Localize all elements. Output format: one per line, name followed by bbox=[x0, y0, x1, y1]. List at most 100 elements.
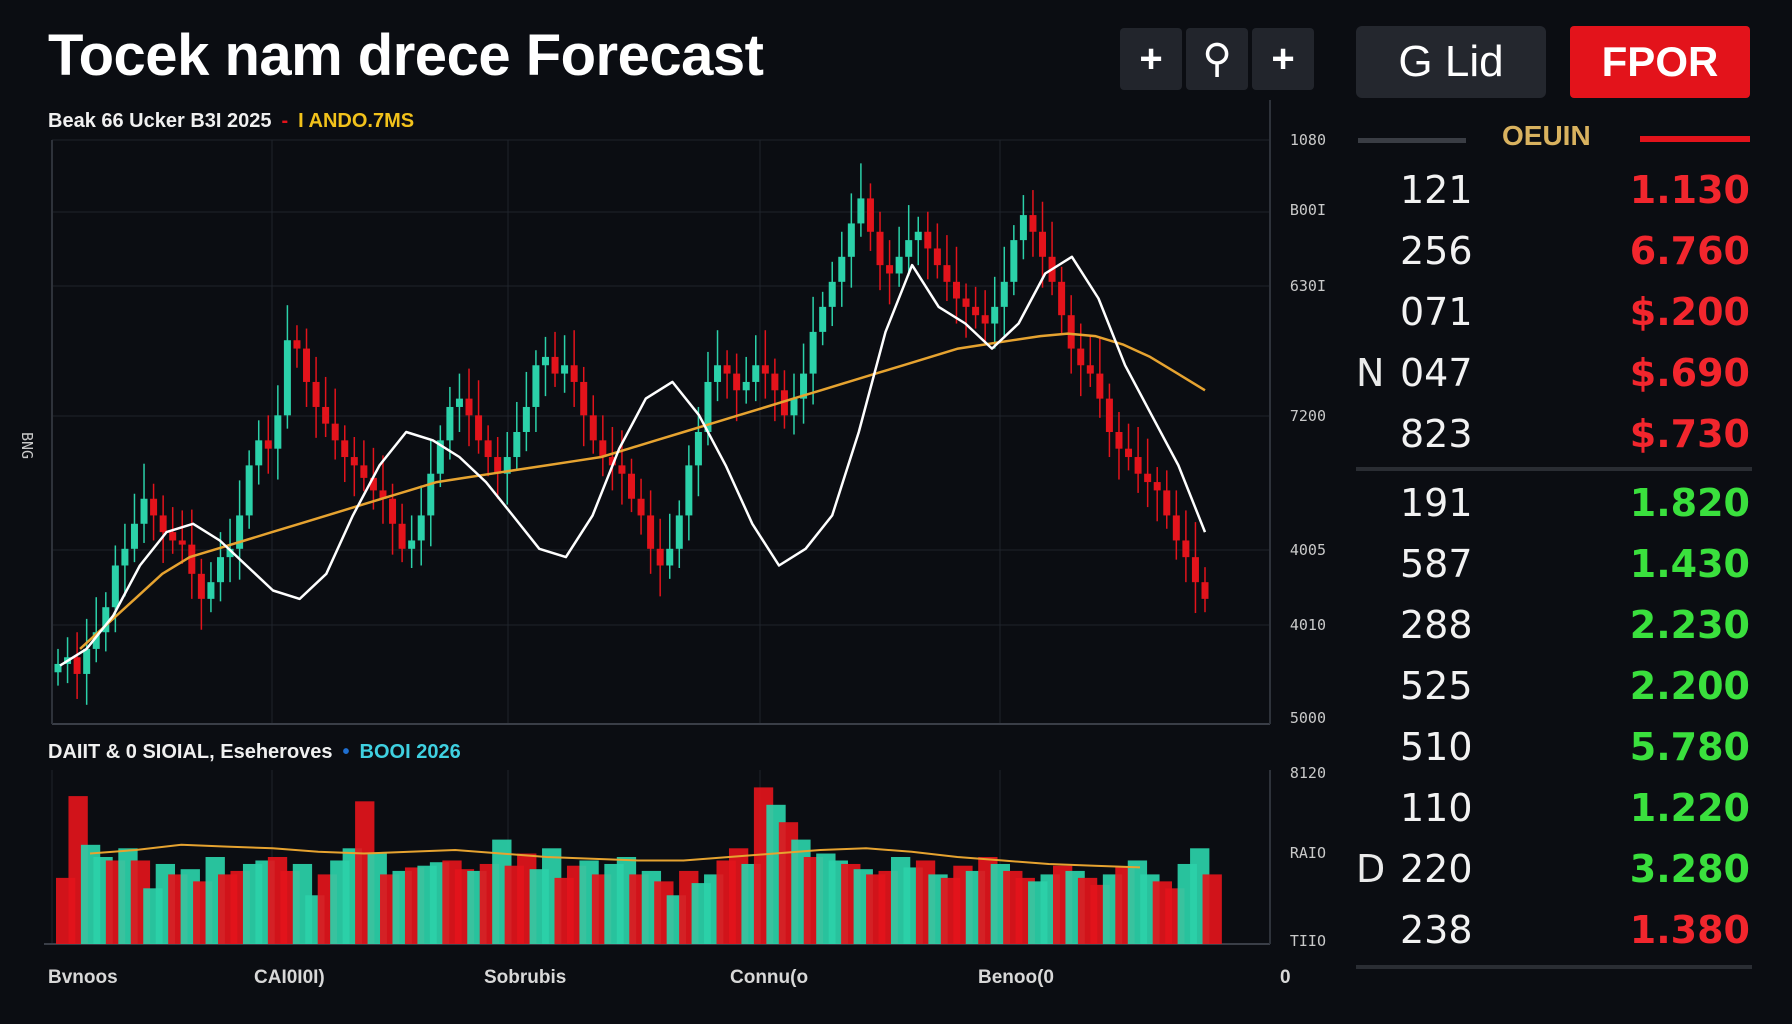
order-book-row-last[interactable]: 238 1.380 bbox=[1356, 900, 1752, 961]
candle-body bbox=[1058, 281, 1066, 316]
order-book-row-ask[interactable]: 256 6.760 bbox=[1356, 221, 1752, 282]
candle-body bbox=[111, 565, 119, 608]
candle-body bbox=[666, 548, 674, 566]
candle-body bbox=[130, 523, 138, 549]
chart-canvas: 1080 B00I 630I 7200 4005 4010 5000 BNG 8120 RAIO T… bbox=[18, 100, 1326, 988]
candle-body bbox=[494, 457, 502, 474]
candle-body bbox=[541, 356, 549, 366]
candle-body bbox=[866, 198, 874, 232]
candle-body bbox=[790, 398, 798, 416]
caption-dot: • bbox=[342, 741, 350, 763]
candle-body bbox=[809, 331, 817, 374]
candle-body bbox=[608, 457, 616, 466]
row-price: $.730 bbox=[1629, 412, 1750, 456]
candle-body bbox=[561, 365, 569, 374]
candle-body bbox=[159, 515, 167, 533]
y-tick-label: 1080 bbox=[1290, 131, 1326, 149]
ma-slow-line bbox=[79, 332, 1206, 650]
caption-dot: - bbox=[281, 110, 289, 132]
candle-body bbox=[570, 365, 578, 382]
candle-body bbox=[1201, 582, 1209, 599]
candle-body bbox=[83, 648, 91, 674]
pin-icon: ⚲ bbox=[1202, 37, 1232, 81]
candle-body bbox=[895, 256, 903, 274]
order-book-row-ask[interactable]: 071 $.200 bbox=[1356, 282, 1752, 343]
candle-body bbox=[169, 532, 177, 541]
order-book-label: OEUIN bbox=[1502, 120, 1591, 151]
order-book-row-ask[interactable]: 823 $.730 bbox=[1356, 404, 1752, 465]
order-book-row-ask[interactable]: 121 1.130 bbox=[1356, 160, 1752, 221]
candle-body bbox=[216, 557, 224, 583]
row-qty: 110 bbox=[1400, 786, 1473, 830]
row-qty: 220 bbox=[1400, 847, 1473, 891]
candle-body bbox=[704, 381, 712, 432]
candle-body bbox=[1039, 231, 1047, 257]
pin-button[interactable]: ⚲ bbox=[1186, 28, 1248, 90]
candle-body bbox=[752, 365, 760, 382]
candle-body bbox=[408, 540, 416, 549]
row-qty: 121 bbox=[1400, 168, 1473, 212]
row-qty: 238 bbox=[1400, 908, 1473, 952]
order-book-row-bid[interactable]: 288 2.230 bbox=[1356, 595, 1752, 656]
candle-body bbox=[293, 340, 301, 349]
order-book-row-bid[interactable]: 510 5.780 bbox=[1356, 717, 1752, 778]
candle-body bbox=[274, 415, 282, 449]
candle-body bbox=[503, 457, 511, 474]
add-icon: + bbox=[1139, 36, 1163, 81]
forecast-button[interactable]: FPOR bbox=[1570, 26, 1750, 98]
order-book-row-bid[interactable]: 587 1.430 bbox=[1356, 534, 1752, 595]
candle-body bbox=[876, 231, 884, 266]
candle-body bbox=[1029, 215, 1037, 232]
candle-body bbox=[1077, 348, 1085, 366]
candle-body bbox=[800, 373, 808, 399]
volume-caption-text: DAIIT & 0 SIOIAL, Eseheroves bbox=[48, 741, 333, 763]
candle-body bbox=[1000, 281, 1008, 307]
candle-body bbox=[389, 498, 397, 524]
candle-body bbox=[943, 265, 951, 282]
row-price: 2.230 bbox=[1629, 603, 1750, 647]
order-book: OEUIN 121 1.130 256 6.760 071 $.200 N 047 $.690 8… bbox=[1356, 120, 1752, 969]
order-book-footer bbox=[1356, 965, 1752, 969]
row-price: 3.280 bbox=[1629, 847, 1750, 891]
candle-body bbox=[952, 281, 960, 299]
grid-button[interactable]: G Lid bbox=[1356, 26, 1546, 98]
y-tick-label: 630I bbox=[1290, 277, 1326, 295]
candle-body bbox=[847, 223, 855, 257]
candle-body bbox=[914, 231, 922, 241]
candle-body bbox=[1125, 448, 1133, 458]
order-book-row-bid[interactable]: D 220 3.280 bbox=[1356, 839, 1752, 900]
order-book-row-bid[interactable]: 525 2.200 bbox=[1356, 656, 1752, 717]
candle-body bbox=[694, 432, 702, 466]
row-price: 5.780 bbox=[1629, 725, 1750, 769]
add-button-2[interactable]: + bbox=[1252, 28, 1314, 90]
add-button[interactable]: + bbox=[1120, 28, 1182, 90]
x-tick-label: Benoo(0 bbox=[978, 967, 1054, 988]
row-qty: 047 bbox=[1400, 351, 1473, 395]
y-tick-label: 4010 bbox=[1290, 616, 1326, 634]
order-book-row-ask[interactable]: N 047 $.690 bbox=[1356, 343, 1752, 404]
price-caption-text: Beak 66 Ucker B3I 2025 bbox=[48, 110, 272, 132]
candle-body bbox=[102, 607, 110, 633]
candle-body bbox=[723, 365, 731, 374]
order-book-row-bid[interactable]: 110 1.220 bbox=[1356, 778, 1752, 839]
order-book-header: OEUIN bbox=[1356, 120, 1752, 160]
add-icon: + bbox=[1271, 36, 1295, 81]
candle-body bbox=[972, 306, 980, 316]
row-price: $.200 bbox=[1629, 290, 1750, 334]
order-book-row-bid[interactable]: 191 1.820 bbox=[1356, 473, 1752, 534]
y-tick-label: 4005 bbox=[1290, 541, 1326, 559]
candle-body bbox=[532, 365, 540, 407]
candle-body bbox=[178, 540, 186, 545]
candle-body bbox=[962, 298, 970, 307]
row-price: 1.820 bbox=[1629, 481, 1750, 525]
candle-body bbox=[733, 373, 741, 391]
candle-body bbox=[303, 348, 311, 382]
candle-body bbox=[838, 256, 846, 282]
candle-body bbox=[981, 315, 989, 324]
volume-trend-line bbox=[89, 843, 1141, 869]
candle-body bbox=[188, 544, 196, 574]
price-chart-caption: Beak 66 Ucker B3I 2025- I ANDO.7MS bbox=[48, 110, 414, 133]
candle-body bbox=[465, 398, 473, 416]
row-price: $.690 bbox=[1629, 351, 1750, 395]
candle-body bbox=[54, 663, 62, 673]
